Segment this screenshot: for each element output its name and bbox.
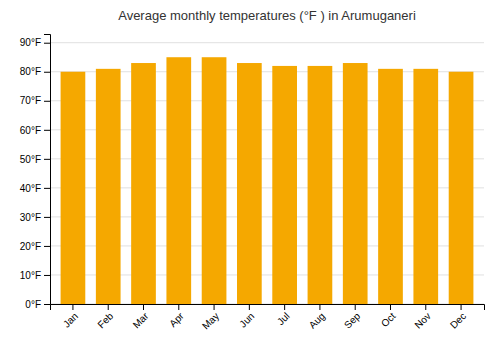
x-tick-label: Apr [167, 310, 186, 329]
x-tick-label: Oct [379, 310, 398, 329]
bar [378, 69, 403, 304]
x-tick-label: Aug [307, 310, 327, 330]
bar [449, 72, 474, 304]
x-tick-mark [461, 304, 462, 310]
x-tick: Dec [448, 304, 468, 331]
bar [202, 57, 227, 304]
x-tick-label: Jan [61, 310, 80, 329]
y-tick-mark [44, 43, 50, 44]
x-tick-mark [319, 304, 320, 310]
x-tick-mark [214, 304, 215, 310]
x-tick-mark [284, 304, 285, 310]
y-tick: 0°F [25, 299, 50, 310]
x-tick-mark [249, 304, 250, 310]
x-tick-label: Feb [95, 310, 115, 330]
y-tick: 60°F [20, 125, 50, 136]
y-tick: 70°F [20, 95, 50, 106]
bar [131, 63, 156, 304]
x-tick-label: Jun [237, 310, 256, 329]
y-tick-mark [44, 275, 50, 276]
x-tick: Jul [275, 304, 292, 327]
x-tick: Jan [61, 304, 80, 330]
x-tick: Oct [379, 304, 398, 329]
y-tick-label: 20°F [20, 241, 41, 252]
y-tick: 50°F [20, 154, 50, 165]
grid-line [50, 42, 484, 43]
x-tick-label: Mar [131, 310, 151, 330]
x-tick-label: Dec [448, 310, 468, 330]
grid [50, 43, 484, 304]
x-tick-mark [178, 304, 179, 310]
x-tick-mark [390, 304, 391, 310]
x-tick-label: May [200, 310, 221, 331]
y-tick: 20°F [20, 241, 50, 252]
y-tick-label: 40°F [20, 183, 41, 194]
x-tick-label: Nov [412, 310, 432, 330]
x-tick: Jun [237, 304, 256, 330]
y-tick-mark [44, 217, 50, 218]
x-tick-mark [143, 304, 144, 310]
y-tick-mark [44, 101, 50, 102]
y-tick-label: 0°F [25, 299, 41, 310]
x-tick: Nov [412, 304, 432, 331]
y-tick-label: 30°F [20, 212, 41, 223]
x-tick-mark [425, 304, 426, 310]
x-axis: Jan Feb Mar Apr May Jun Jul Aug Sep Oct Nov Dec [51, 304, 485, 332]
y-tick-mark [44, 188, 50, 189]
bar [343, 63, 368, 304]
y-axis-line [44, 35, 51, 305]
bar [166, 57, 191, 304]
x-tick: Mar [131, 304, 151, 330]
plot: 0°F 10°F 20°F 30°F 40°F 50°F 60°F 70°F 80°F 90°F J… [20, 35, 485, 332]
x-tick: May [200, 304, 221, 332]
x-tick-mark [108, 304, 109, 310]
y-tick-mark [44, 304, 50, 305]
bars [61, 57, 474, 304]
y-tick: 10°F [20, 270, 50, 281]
bar [413, 69, 438, 304]
bar [272, 66, 297, 304]
x-tick: Sep [342, 304, 363, 331]
x-axis-line [51, 305, 485, 311]
y-axis: 0°F 10°F 20°F 30°F 40°F 50°F 60°F 70°F 80°F 90°F [20, 35, 51, 310]
x-tick: Aug [307, 304, 327, 331]
y-tick-mark [44, 159, 50, 160]
x-tick: Apr [167, 304, 186, 329]
bar [96, 69, 121, 304]
chart: 0°F 10°F 20°F 30°F 40°F 50°F 60°F 70°F 80°F 90°F J… [0, 0, 500, 350]
y-tick-mark [44, 72, 50, 73]
y-tick-label: 10°F [20, 270, 41, 281]
x-tick-label: Sep [342, 310, 363, 331]
y-tick: 40°F [20, 183, 50, 194]
bar [61, 72, 86, 304]
x-tick-label: Jul [275, 310, 292, 327]
bar [237, 63, 262, 304]
y-tick-label: 60°F [20, 125, 41, 136]
x-tick: Feb [95, 304, 115, 330]
bar [308, 66, 333, 304]
y-tick-label: 80°F [20, 66, 41, 77]
y-tick-mark [44, 246, 50, 247]
title: Average monthly temperatures (°F ) in Ar… [118, 8, 416, 23]
y-tick: 80°F [20, 66, 50, 77]
y-tick: 30°F [20, 212, 50, 223]
x-tick-mark [72, 304, 73, 310]
x-tick-mark [355, 304, 356, 310]
y-tick-label: 70°F [20, 95, 41, 106]
y-tick: 90°F [20, 37, 50, 48]
y-tick-mark [44, 130, 50, 131]
y-tick-label: 50°F [20, 154, 41, 165]
y-tick-label: 90°F [20, 37, 41, 48]
